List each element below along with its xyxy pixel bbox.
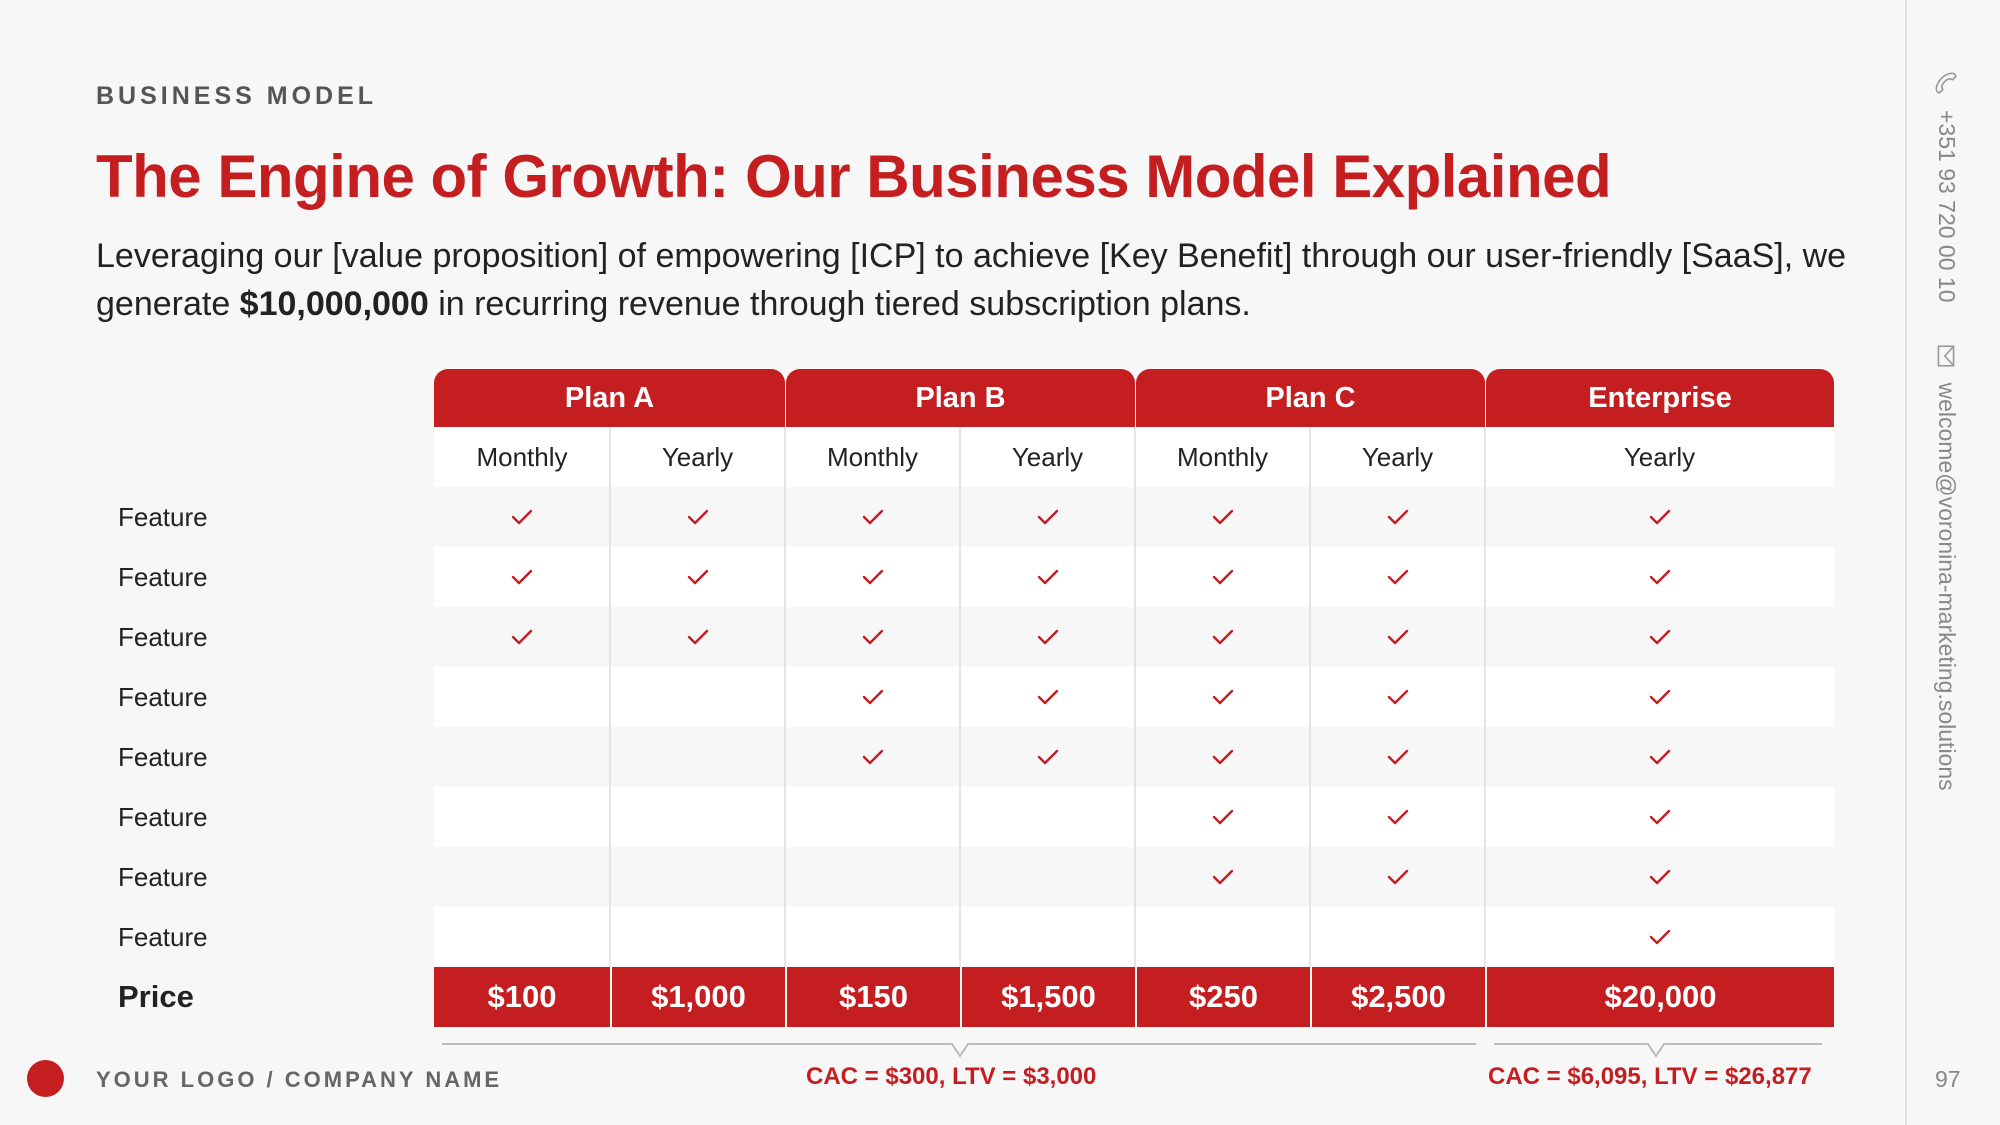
bracket-enterprise-line bbox=[1494, 1043, 1822, 1058]
check-icon bbox=[1649, 509, 1670, 525]
plan-header: Plan C bbox=[1136, 369, 1485, 427]
check-icon bbox=[1387, 689, 1408, 705]
check-icon bbox=[1212, 509, 1233, 525]
slide-subtitle: Leveraging our [value proposition] of em… bbox=[96, 232, 1856, 328]
check-icon bbox=[1212, 689, 1233, 705]
page-number: 97 bbox=[1935, 1066, 1961, 1092]
check-icon bbox=[1212, 809, 1233, 825]
cac-ltv-enterprise: CAC = $6,095, LTV = $26,877 bbox=[1488, 1063, 1812, 1090]
check-icon bbox=[1212, 869, 1233, 885]
bracket-plans-line bbox=[442, 1043, 1476, 1058]
price-cell: $1,000 bbox=[612, 967, 785, 1027]
check-icon bbox=[1649, 689, 1670, 705]
check-icon bbox=[1037, 629, 1058, 645]
subtitle-text-2: in recurring revenue through tiered subs… bbox=[428, 285, 1251, 323]
check-icon bbox=[1212, 749, 1233, 765]
check-icon bbox=[1037, 749, 1058, 765]
check-icon bbox=[862, 689, 883, 705]
feature-label: Feature bbox=[118, 741, 208, 772]
check-icon bbox=[1387, 809, 1408, 825]
price-cell: $250 bbox=[1137, 967, 1310, 1027]
side-divider bbox=[1905, 0, 1907, 1125]
email-address[interactable]: welcome@voronina-marketing.solutions bbox=[1934, 382, 1960, 791]
column-divider bbox=[784, 427, 786, 967]
check-icon bbox=[1387, 749, 1408, 765]
check-icon bbox=[1649, 809, 1670, 825]
check-icon bbox=[862, 569, 883, 585]
price-cell: $100 bbox=[434, 967, 610, 1027]
logo-dot bbox=[27, 1060, 64, 1097]
billing-period-header: Yearly bbox=[960, 427, 1135, 487]
billing-period-header: Yearly bbox=[610, 427, 785, 487]
billing-period-header: Monthly bbox=[1135, 427, 1310, 487]
billing-period-header: Monthly bbox=[434, 427, 610, 487]
plan-header: Enterprise bbox=[1486, 369, 1834, 427]
check-icon bbox=[1649, 929, 1670, 945]
check-icon bbox=[862, 749, 883, 765]
check-icon bbox=[687, 569, 708, 585]
check-icon bbox=[1212, 629, 1233, 645]
plan-header: Plan B bbox=[786, 369, 1135, 427]
check-icon bbox=[1037, 509, 1058, 525]
check-icon bbox=[511, 509, 533, 525]
column-divider bbox=[1484, 427, 1486, 967]
check-icon bbox=[1037, 689, 1058, 705]
feature-label: Feature bbox=[118, 861, 208, 892]
billing-period-header: Yearly bbox=[1310, 427, 1485, 487]
plan-header: Plan A bbox=[434, 369, 785, 427]
price-cell: $1,500 bbox=[962, 967, 1135, 1027]
subtitle-text-1: Leveraging our [value proposition] of em… bbox=[96, 237, 1847, 323]
check-icon bbox=[1649, 869, 1670, 885]
phone-icon bbox=[1935, 72, 1958, 94]
column-divider bbox=[1309, 427, 1311, 967]
check-icon bbox=[1649, 569, 1670, 585]
side-contact: +351 93 720 00 10 welcome@voronina-marke… bbox=[1933, 70, 1960, 791]
check-icon bbox=[687, 509, 708, 525]
feature-label: Feature bbox=[118, 921, 208, 952]
slide-title: The Engine of Growth: Our Business Model… bbox=[96, 143, 1612, 210]
phone-number[interactable]: +351 93 720 00 10 bbox=[1934, 110, 1960, 303]
mail-icon bbox=[1938, 344, 1955, 367]
price-cell: $2,500 bbox=[1312, 967, 1485, 1027]
billing-period-header: Monthly bbox=[785, 427, 960, 487]
feature-label: Feature bbox=[118, 681, 208, 712]
check-icon bbox=[1387, 869, 1408, 885]
column-divider bbox=[609, 427, 611, 967]
column-divider bbox=[959, 427, 961, 967]
check-icon bbox=[1649, 629, 1670, 645]
check-icon bbox=[1037, 569, 1058, 585]
check-icon bbox=[1387, 569, 1408, 585]
subtitle-revenue: $10,000,000 bbox=[239, 285, 429, 323]
check-icon bbox=[862, 509, 883, 525]
feature-label: Feature bbox=[118, 501, 208, 532]
check-icon bbox=[862, 629, 883, 645]
check-icon bbox=[1387, 509, 1408, 525]
price-label: Price bbox=[118, 979, 194, 1014]
feature-label: Feature bbox=[118, 621, 208, 652]
check-icon bbox=[511, 569, 533, 585]
section-eyebrow: BUSINESS MODEL bbox=[96, 82, 378, 110]
billing-period-header: Yearly bbox=[1485, 427, 1834, 487]
company-name: YOUR LOGO / COMPANY NAME bbox=[96, 1067, 503, 1092]
check-icon bbox=[1387, 629, 1408, 645]
check-icon bbox=[1212, 569, 1233, 585]
price-cell: $150 bbox=[787, 967, 960, 1027]
check-icon bbox=[687, 629, 708, 645]
cac-ltv-plans: CAC = $300, LTV = $3,000 bbox=[806, 1063, 1097, 1090]
check-icon bbox=[1649, 749, 1670, 765]
column-divider bbox=[1134, 427, 1136, 967]
feature-label: Feature bbox=[118, 561, 208, 592]
feature-label: Feature bbox=[118, 801, 208, 832]
check-icon bbox=[511, 629, 533, 645]
price-cell: $20,000 bbox=[1487, 967, 1834, 1027]
